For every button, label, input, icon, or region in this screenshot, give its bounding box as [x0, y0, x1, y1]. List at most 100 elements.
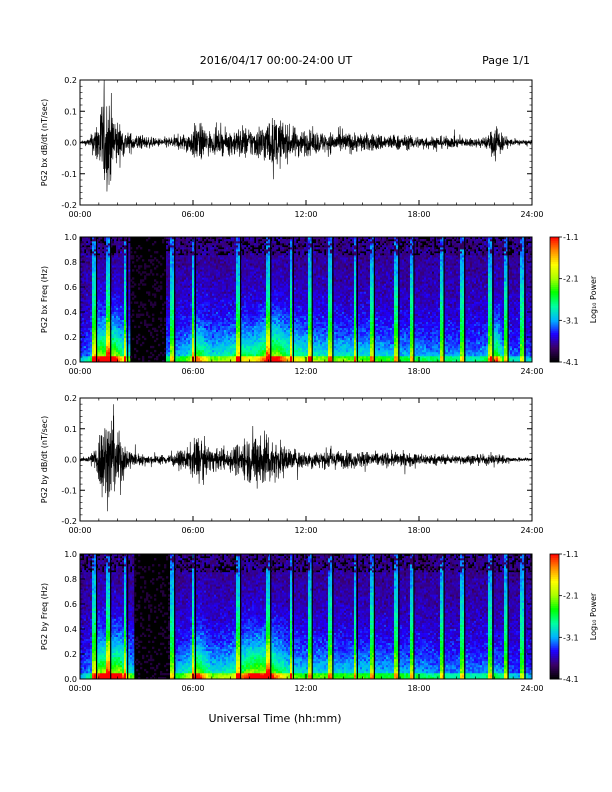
heatmap-cell [168, 302, 170, 304]
heatmap-cell [268, 255, 270, 257]
heatmap-cell [212, 322, 214, 324]
heatmap-cell [188, 239, 190, 241]
heatmap-cell [238, 340, 240, 342]
heatmap-cell [176, 267, 178, 269]
heatmap-cell [214, 340, 216, 342]
heatmap-cell [112, 344, 114, 346]
heatmap-cell [98, 318, 100, 320]
heatmap-cell [260, 354, 262, 356]
heatmap-cell [210, 344, 212, 346]
heatmap-cell [170, 241, 172, 243]
heatmap-cell [224, 277, 226, 279]
heatmap-cell [266, 310, 268, 312]
heatmap-cell [84, 324, 86, 326]
heatmap-cell [106, 269, 108, 271]
heatmap-cell [122, 306, 124, 308]
heatmap-cell [268, 346, 270, 348]
heatmap-cell [106, 287, 108, 289]
heatmap-cell [106, 326, 108, 328]
heatmap-cell [196, 261, 198, 263]
heatmap-cell [160, 295, 162, 297]
heatmap-cell [166, 285, 168, 287]
heatmap-cell [118, 318, 120, 320]
heatmap-cell [176, 304, 178, 306]
heatmap-cell [98, 245, 100, 247]
heatmap-cell [208, 354, 210, 356]
heatmap-cell [138, 316, 140, 318]
heatmap-cell [218, 287, 220, 289]
heatmap-cell [182, 324, 184, 326]
heatmap-cell [102, 318, 104, 320]
heatmap-cell [260, 287, 262, 289]
heatmap-cell [192, 344, 194, 346]
heatmap-cell [102, 326, 104, 328]
heatmap-cell [202, 259, 204, 261]
heatmap-cell [234, 287, 236, 289]
heatmap-cell [132, 297, 134, 299]
heatmap-cell [216, 271, 218, 273]
heatmap-cell [178, 316, 180, 318]
heatmap-cell [262, 289, 264, 291]
heatmap-cell [198, 354, 200, 356]
heatmap-cell [248, 277, 250, 279]
heatmap-cell [258, 267, 260, 269]
heatmap-cell [198, 289, 200, 291]
heatmap-cell [244, 330, 246, 332]
heatmap-cell [254, 265, 256, 267]
heatmap-cell [230, 287, 232, 289]
heatmap-cell [136, 247, 138, 249]
heatmap-cell [118, 277, 120, 279]
heatmap-cell [156, 287, 158, 289]
heatmap-cell [260, 342, 262, 344]
heatmap-cell [124, 279, 126, 281]
heatmap-cell [250, 273, 252, 275]
heatmap-cell [186, 239, 188, 241]
heatmap-cell [258, 330, 260, 332]
heatmap-cell [186, 283, 188, 285]
heatmap-cell [222, 332, 224, 334]
heatmap-cell [116, 253, 118, 255]
heatmap-cell [112, 293, 114, 295]
heatmap-cell [116, 322, 118, 324]
heatmap-cell [226, 330, 228, 332]
heatmap-cell [258, 269, 260, 271]
heatmap-cell [256, 257, 258, 259]
heatmap-cell [204, 269, 206, 271]
heatmap-cell [264, 300, 266, 302]
heatmap-cell [190, 316, 192, 318]
heatmap-cell [170, 281, 172, 283]
heatmap-cell [168, 356, 170, 358]
heatmap-cell [236, 318, 238, 320]
heatmap-cell [260, 275, 262, 277]
heatmap-cell [120, 342, 122, 344]
heatmap-cell [86, 340, 88, 342]
heatmap-cell [224, 287, 226, 289]
heatmap-cell [258, 295, 260, 297]
heatmap-cell [124, 253, 126, 255]
heatmap-cell [122, 257, 124, 259]
heatmap-cell [192, 352, 194, 354]
heatmap-cell [242, 340, 244, 342]
heatmap-cell [238, 312, 240, 314]
heatmap-cell [202, 275, 204, 277]
heatmap-cell [208, 322, 210, 324]
heatmap-cell [244, 245, 246, 247]
heatmap-cell [178, 352, 180, 354]
heatmap-cell [112, 356, 114, 358]
heatmap-cell [244, 324, 246, 326]
heatmap-cell [196, 308, 198, 310]
heatmap-cell [98, 255, 100, 257]
heatmap-cell [170, 322, 172, 324]
heatmap-cell [94, 354, 96, 356]
heatmap-cell [118, 295, 120, 297]
heatmap-cell [120, 251, 122, 253]
heatmap-cell [84, 275, 86, 277]
heatmap-cell [112, 354, 114, 356]
heatmap-cell [94, 322, 96, 324]
heatmap-cell [258, 354, 260, 356]
heatmap-cell [92, 346, 94, 348]
heatmap-cell [184, 342, 186, 344]
heatmap-cell [108, 346, 110, 348]
heatmap-cell [120, 320, 122, 322]
heatmap-cell [92, 261, 94, 263]
